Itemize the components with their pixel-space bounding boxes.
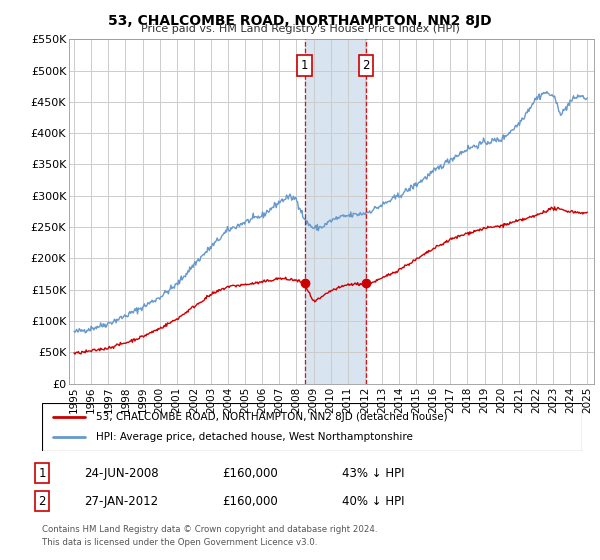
Text: £160,000: £160,000 — [222, 466, 278, 480]
Text: 27-JAN-2012: 27-JAN-2012 — [84, 494, 158, 508]
Text: This data is licensed under the Open Government Licence v3.0.: This data is licensed under the Open Gov… — [42, 538, 317, 547]
Text: 40% ↓ HPI: 40% ↓ HPI — [342, 494, 404, 508]
Text: 53, CHALCOMBE ROAD, NORTHAMPTON, NN2 8JD: 53, CHALCOMBE ROAD, NORTHAMPTON, NN2 8JD — [108, 14, 492, 28]
Text: HPI: Average price, detached house, West Northamptonshire: HPI: Average price, detached house, West… — [96, 432, 413, 442]
Text: 1: 1 — [38, 466, 46, 480]
Text: 1: 1 — [301, 59, 308, 72]
Text: £160,000: £160,000 — [222, 494, 278, 508]
Text: 2: 2 — [362, 59, 370, 72]
Text: 24-JUN-2008: 24-JUN-2008 — [84, 466, 158, 480]
Text: Price paid vs. HM Land Registry's House Price Index (HPI): Price paid vs. HM Land Registry's House … — [140, 24, 460, 34]
Text: Contains HM Land Registry data © Crown copyright and database right 2024.: Contains HM Land Registry data © Crown c… — [42, 525, 377, 534]
Text: 2: 2 — [38, 494, 46, 508]
Text: 43% ↓ HPI: 43% ↓ HPI — [342, 466, 404, 480]
Bar — [305, 39, 366, 384]
Text: 53, CHALCOMBE ROAD, NORTHAMPTON, NN2 8JD (detached house): 53, CHALCOMBE ROAD, NORTHAMPTON, NN2 8JD… — [96, 412, 448, 422]
